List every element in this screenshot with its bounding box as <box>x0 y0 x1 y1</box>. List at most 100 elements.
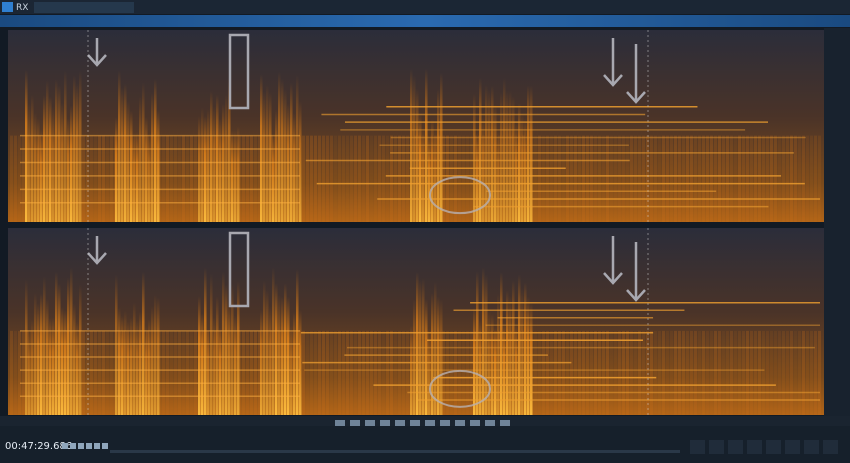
info-field <box>747 440 762 454</box>
tool-button[interactable] <box>440 420 450 426</box>
noise <box>686 330 689 415</box>
tool-button[interactable] <box>365 420 375 426</box>
tool-button[interactable] <box>485 420 495 426</box>
noise <box>250 135 253 222</box>
tool-button[interactable] <box>455 420 465 426</box>
noise <box>182 330 185 415</box>
noise <box>570 330 573 415</box>
noise <box>626 330 629 415</box>
logo-icon <box>2 2 13 12</box>
noise <box>814 135 817 222</box>
burst <box>512 280 515 415</box>
burst <box>410 68 413 223</box>
transport-button[interactable] <box>62 443 68 449</box>
burst <box>275 109 278 222</box>
transport-button[interactable] <box>102 443 108 449</box>
tool-button[interactable] <box>425 420 435 426</box>
noise <box>798 330 801 415</box>
noise <box>574 135 577 222</box>
noise <box>634 135 637 222</box>
burst <box>515 123 518 222</box>
tool-button[interactable] <box>380 420 390 426</box>
noise <box>718 135 721 222</box>
noise <box>302 135 305 222</box>
noise <box>718 330 721 415</box>
noise <box>658 135 661 222</box>
burst <box>491 313 494 415</box>
transport-button[interactable] <box>86 443 92 449</box>
noise <box>354 330 357 415</box>
burst <box>422 127 425 222</box>
tool-button[interactable] <box>500 420 510 426</box>
noise <box>630 330 633 415</box>
noise <box>106 135 109 222</box>
noise <box>674 330 677 415</box>
file-tab[interactable] <box>34 2 134 13</box>
noise <box>710 135 713 222</box>
noise <box>358 135 361 222</box>
burst <box>204 267 207 415</box>
noise <box>686 135 689 222</box>
burst <box>34 292 37 415</box>
scroll-bar[interactable] <box>110 450 680 453</box>
noise <box>618 330 621 415</box>
noise <box>242 135 245 222</box>
noise <box>394 135 397 222</box>
burst <box>76 321 79 415</box>
tool-button[interactable] <box>395 420 405 426</box>
tool-button[interactable] <box>335 420 345 426</box>
noise <box>186 330 189 415</box>
burst <box>151 92 154 222</box>
burst <box>437 89 440 222</box>
tool-button[interactable] <box>410 420 420 426</box>
burst <box>154 79 157 222</box>
info-field <box>690 440 705 454</box>
burst <box>237 126 240 222</box>
noise <box>258 330 261 415</box>
noise <box>110 330 113 415</box>
transport-button[interactable] <box>78 443 84 449</box>
burst <box>58 85 61 222</box>
noise <box>714 330 717 415</box>
waveform-overview[interactable] <box>0 15 850 27</box>
noise <box>302 330 305 415</box>
burst <box>124 310 127 415</box>
noise <box>562 135 565 222</box>
noise <box>330 135 333 222</box>
noise <box>770 135 773 222</box>
annotation-ellipse <box>429 369 491 408</box>
burst <box>136 320 139 415</box>
tool-button[interactable] <box>470 420 480 426</box>
annotation-arrowhead <box>603 272 623 285</box>
burst <box>151 306 154 415</box>
transport-button[interactable] <box>70 443 76 449</box>
burst <box>524 282 527 415</box>
tool-button[interactable] <box>350 420 360 426</box>
noise <box>566 135 569 222</box>
burst <box>518 274 521 415</box>
noise <box>338 135 341 222</box>
noise <box>402 330 405 415</box>
noise <box>14 135 17 222</box>
time-display: 00:47:29.686 <box>5 441 72 452</box>
burst <box>139 311 142 415</box>
noise <box>670 330 673 415</box>
noise <box>254 330 257 415</box>
info-field <box>766 440 781 454</box>
burst <box>530 85 533 223</box>
noise <box>806 330 809 415</box>
noise <box>574 330 577 415</box>
noise <box>334 330 337 415</box>
noise <box>550 135 553 222</box>
noise <box>786 330 789 415</box>
transport-button[interactable] <box>94 443 100 449</box>
noise <box>750 135 753 222</box>
burst <box>275 283 278 415</box>
noise <box>786 135 789 222</box>
noise <box>778 330 781 415</box>
noise <box>706 135 709 222</box>
noise <box>190 135 193 222</box>
burst <box>25 69 28 223</box>
burst <box>266 84 269 222</box>
